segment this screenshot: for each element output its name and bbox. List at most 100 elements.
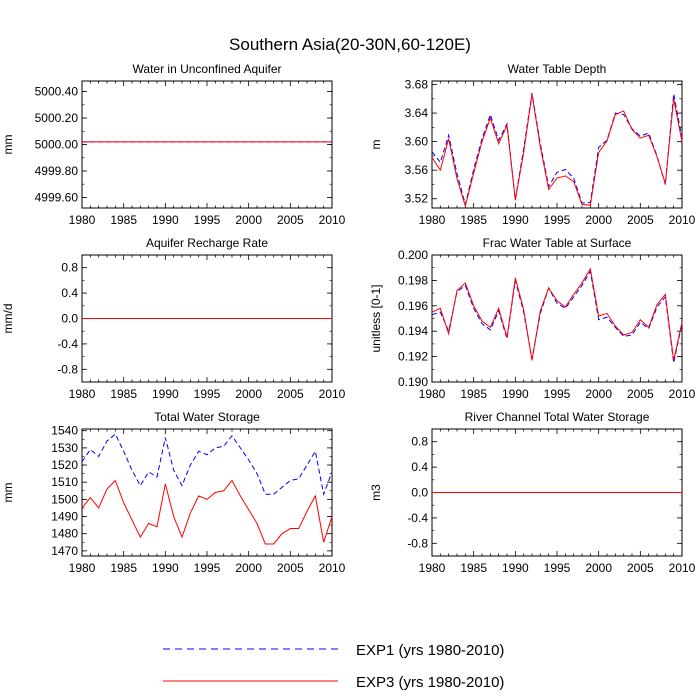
- legend-label-exp3: EXP3 (yrs 1980-2010): [356, 674, 504, 691]
- x-tick-label: 1985: [460, 213, 487, 227]
- panel-title: Aquifer Recharge Rate: [146, 236, 268, 250]
- y-tick-label: 0.8: [61, 261, 78, 275]
- x-tick-label: 1980: [69, 387, 96, 401]
- y-tick-label: 0.196: [398, 299, 428, 313]
- y-tick-label: 0.4: [61, 286, 78, 300]
- x-tick-label: 2000: [235, 387, 262, 401]
- y-tick-label: 1500: [51, 492, 78, 506]
- plot-frame: [81, 80, 333, 209]
- panel-title: River Channel Total Water Storage: [465, 410, 650, 424]
- figure-title: Southern Asia(20-30N,60-120E): [229, 35, 471, 54]
- series-line-exp1: [81, 433, 333, 497]
- x-tick-label: 1985: [110, 561, 137, 575]
- y-tick-label: 0.0: [61, 312, 78, 326]
- chart-panel-2: Water Table Depth 1980 1985 1990 1995 2000 200…: [369, 62, 696, 227]
- panel-title: Frac Water Table at Surface: [483, 236, 632, 250]
- chart-panel-1: Water in Unconfined Aquifer 1980 1985 1990 1…: [1, 62, 346, 227]
- panel-title: Total Water Storage: [154, 410, 260, 424]
- y-tick-label: 3.56: [405, 163, 429, 177]
- panels: Water in Unconfined Aquifer 1980 1985 1990 1…: [1, 62, 696, 575]
- y-tick-label: 4999.60: [35, 190, 79, 204]
- x-tick-label: 1980: [419, 561, 446, 575]
- x-tick-label: 1995: [194, 387, 221, 401]
- y-axis-label: unitless [0-1]: [369, 284, 383, 352]
- x-tick-label: 2010: [319, 387, 346, 401]
- x-tick-label: 2005: [627, 213, 654, 227]
- y-tick-label: 5000.00: [35, 138, 79, 152]
- panel-title: Water in Unconfined Aquifer: [133, 62, 282, 76]
- x-tick-label: 2010: [319, 561, 346, 575]
- x-tick-label: 1990: [502, 387, 529, 401]
- x-tick-label: 1980: [69, 213, 96, 227]
- plot-frame: [431, 254, 683, 383]
- y-axis-label: mm/d: [1, 304, 15, 334]
- chart-panel-6: River Channel Total Water Storage 1980 198…: [369, 410, 696, 575]
- x-tick-label: 1995: [194, 213, 221, 227]
- y-tick-label: 1480: [51, 527, 78, 541]
- y-tick-label: 0.4: [411, 460, 428, 474]
- y-tick-label: 1470: [51, 544, 78, 558]
- y-tick-label: 3.52: [405, 192, 429, 206]
- x-tick-label: 1995: [544, 387, 571, 401]
- x-tick-label: 1980: [69, 561, 96, 575]
- y-tick-label: 3.60: [405, 135, 429, 149]
- x-tick-label: 1990: [152, 213, 179, 227]
- y-axis-label: m: [369, 140, 383, 150]
- x-tick-label: 2010: [669, 213, 696, 227]
- y-tick-label: -0.8: [57, 362, 78, 376]
- series-line-exp1: [431, 93, 683, 205]
- y-tick-label: 0.8: [411, 435, 428, 449]
- y-axis-label: mm: [1, 483, 15, 503]
- y-tick-label: 0.190: [398, 375, 428, 389]
- x-tick-label: 1980: [419, 213, 446, 227]
- y-tick-label: 1490: [51, 510, 78, 524]
- x-tick-label: 2010: [319, 213, 346, 227]
- x-tick-label: 2000: [585, 213, 612, 227]
- x-tick-label: 1990: [152, 561, 179, 575]
- x-tick-label: 1980: [419, 387, 446, 401]
- y-tick-label: 5000.40: [35, 85, 79, 99]
- series-line-exp1: [431, 270, 683, 364]
- x-tick-label: 2010: [669, 561, 696, 575]
- x-tick-label: 1985: [110, 213, 137, 227]
- y-tick-label: 3.64: [405, 106, 429, 120]
- y-tick-label: 1540: [51, 424, 78, 438]
- chart-panel-3: Aquifer Recharge Rate 1980 1985 1990 1995 200…: [1, 236, 346, 401]
- y-tick-label: -0.4: [407, 511, 428, 525]
- y-tick-label: 0.194: [398, 324, 428, 338]
- y-tick-label: 1520: [51, 458, 78, 472]
- x-tick-label: 2005: [277, 213, 304, 227]
- x-tick-label: 1985: [110, 387, 137, 401]
- x-tick-label: 1990: [152, 387, 179, 401]
- x-tick-label: 1995: [544, 561, 571, 575]
- x-tick-label: 1985: [460, 387, 487, 401]
- legend-label-exp1: EXP1 (yrs 1980-2010): [356, 642, 504, 659]
- x-tick-label: 2000: [585, 561, 612, 575]
- x-tick-label: 1995: [194, 561, 221, 575]
- y-tick-label: -0.4: [57, 337, 78, 351]
- x-tick-label: 1995: [544, 213, 571, 227]
- series-line-exp3: [431, 94, 683, 208]
- x-tick-label: 2000: [235, 561, 262, 575]
- series-line-exp3: [431, 267, 683, 361]
- y-tick-label: 3.68: [405, 78, 429, 92]
- y-tick-label: 0.200: [398, 248, 428, 262]
- x-tick-label: 1985: [460, 561, 487, 575]
- y-tick-label: -0.8: [407, 536, 428, 550]
- y-tick-label: 5000.20: [35, 111, 79, 125]
- chart-panel-5: Total Water Storage 1980 1985 1990 1995 2000 2…: [1, 410, 346, 575]
- x-tick-label: 1990: [502, 213, 529, 227]
- y-tick-label: 4999.80: [35, 164, 79, 178]
- y-tick-label: 0.192: [398, 350, 428, 364]
- x-tick-label: 1990: [502, 561, 529, 575]
- x-tick-label: 2005: [277, 561, 304, 575]
- y-tick-label: 1510: [51, 475, 78, 489]
- x-tick-label: 2005: [627, 561, 654, 575]
- legend: EXP1 (yrs 1980-2010) EXP3 (yrs 1980-2010…: [163, 642, 504, 691]
- y-tick-label: 0.198: [398, 273, 428, 287]
- chart-panel-4: Frac Water Table at Surface 1980 1985 1990 1…: [369, 236, 696, 401]
- x-tick-label: 2000: [585, 387, 612, 401]
- y-tick-label: 0.0: [411, 486, 428, 500]
- y-axis-label: m3: [369, 484, 383, 501]
- x-tick-label: 2010: [669, 387, 696, 401]
